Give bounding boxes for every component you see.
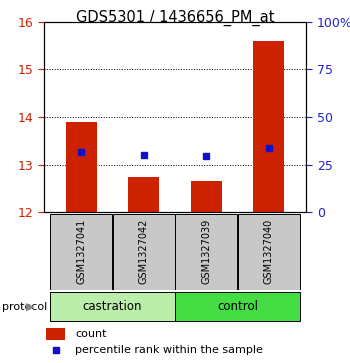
Bar — [175, 214, 237, 290]
Bar — [46, 328, 65, 340]
Bar — [128, 177, 159, 212]
Text: GSM1327041: GSM1327041 — [76, 219, 86, 284]
Text: GSM1327042: GSM1327042 — [139, 219, 149, 284]
Bar — [66, 122, 97, 212]
Bar — [191, 182, 222, 212]
Text: protocol: protocol — [2, 302, 50, 312]
Text: GSM1327039: GSM1327039 — [201, 219, 211, 284]
Bar — [50, 214, 112, 290]
Text: percentile rank within the sample: percentile rank within the sample — [75, 345, 263, 355]
Text: GSM1327040: GSM1327040 — [264, 219, 274, 284]
Bar — [253, 41, 284, 212]
Text: GDS5301 / 1436656_PM_at: GDS5301 / 1436656_PM_at — [76, 10, 274, 26]
Bar — [175, 292, 300, 322]
Text: castration: castration — [83, 300, 142, 313]
Text: control: control — [217, 300, 258, 313]
Text: ▶: ▶ — [26, 302, 35, 312]
Text: count: count — [75, 329, 107, 339]
Bar — [113, 214, 175, 290]
Bar — [238, 214, 300, 290]
Bar — [50, 292, 175, 322]
